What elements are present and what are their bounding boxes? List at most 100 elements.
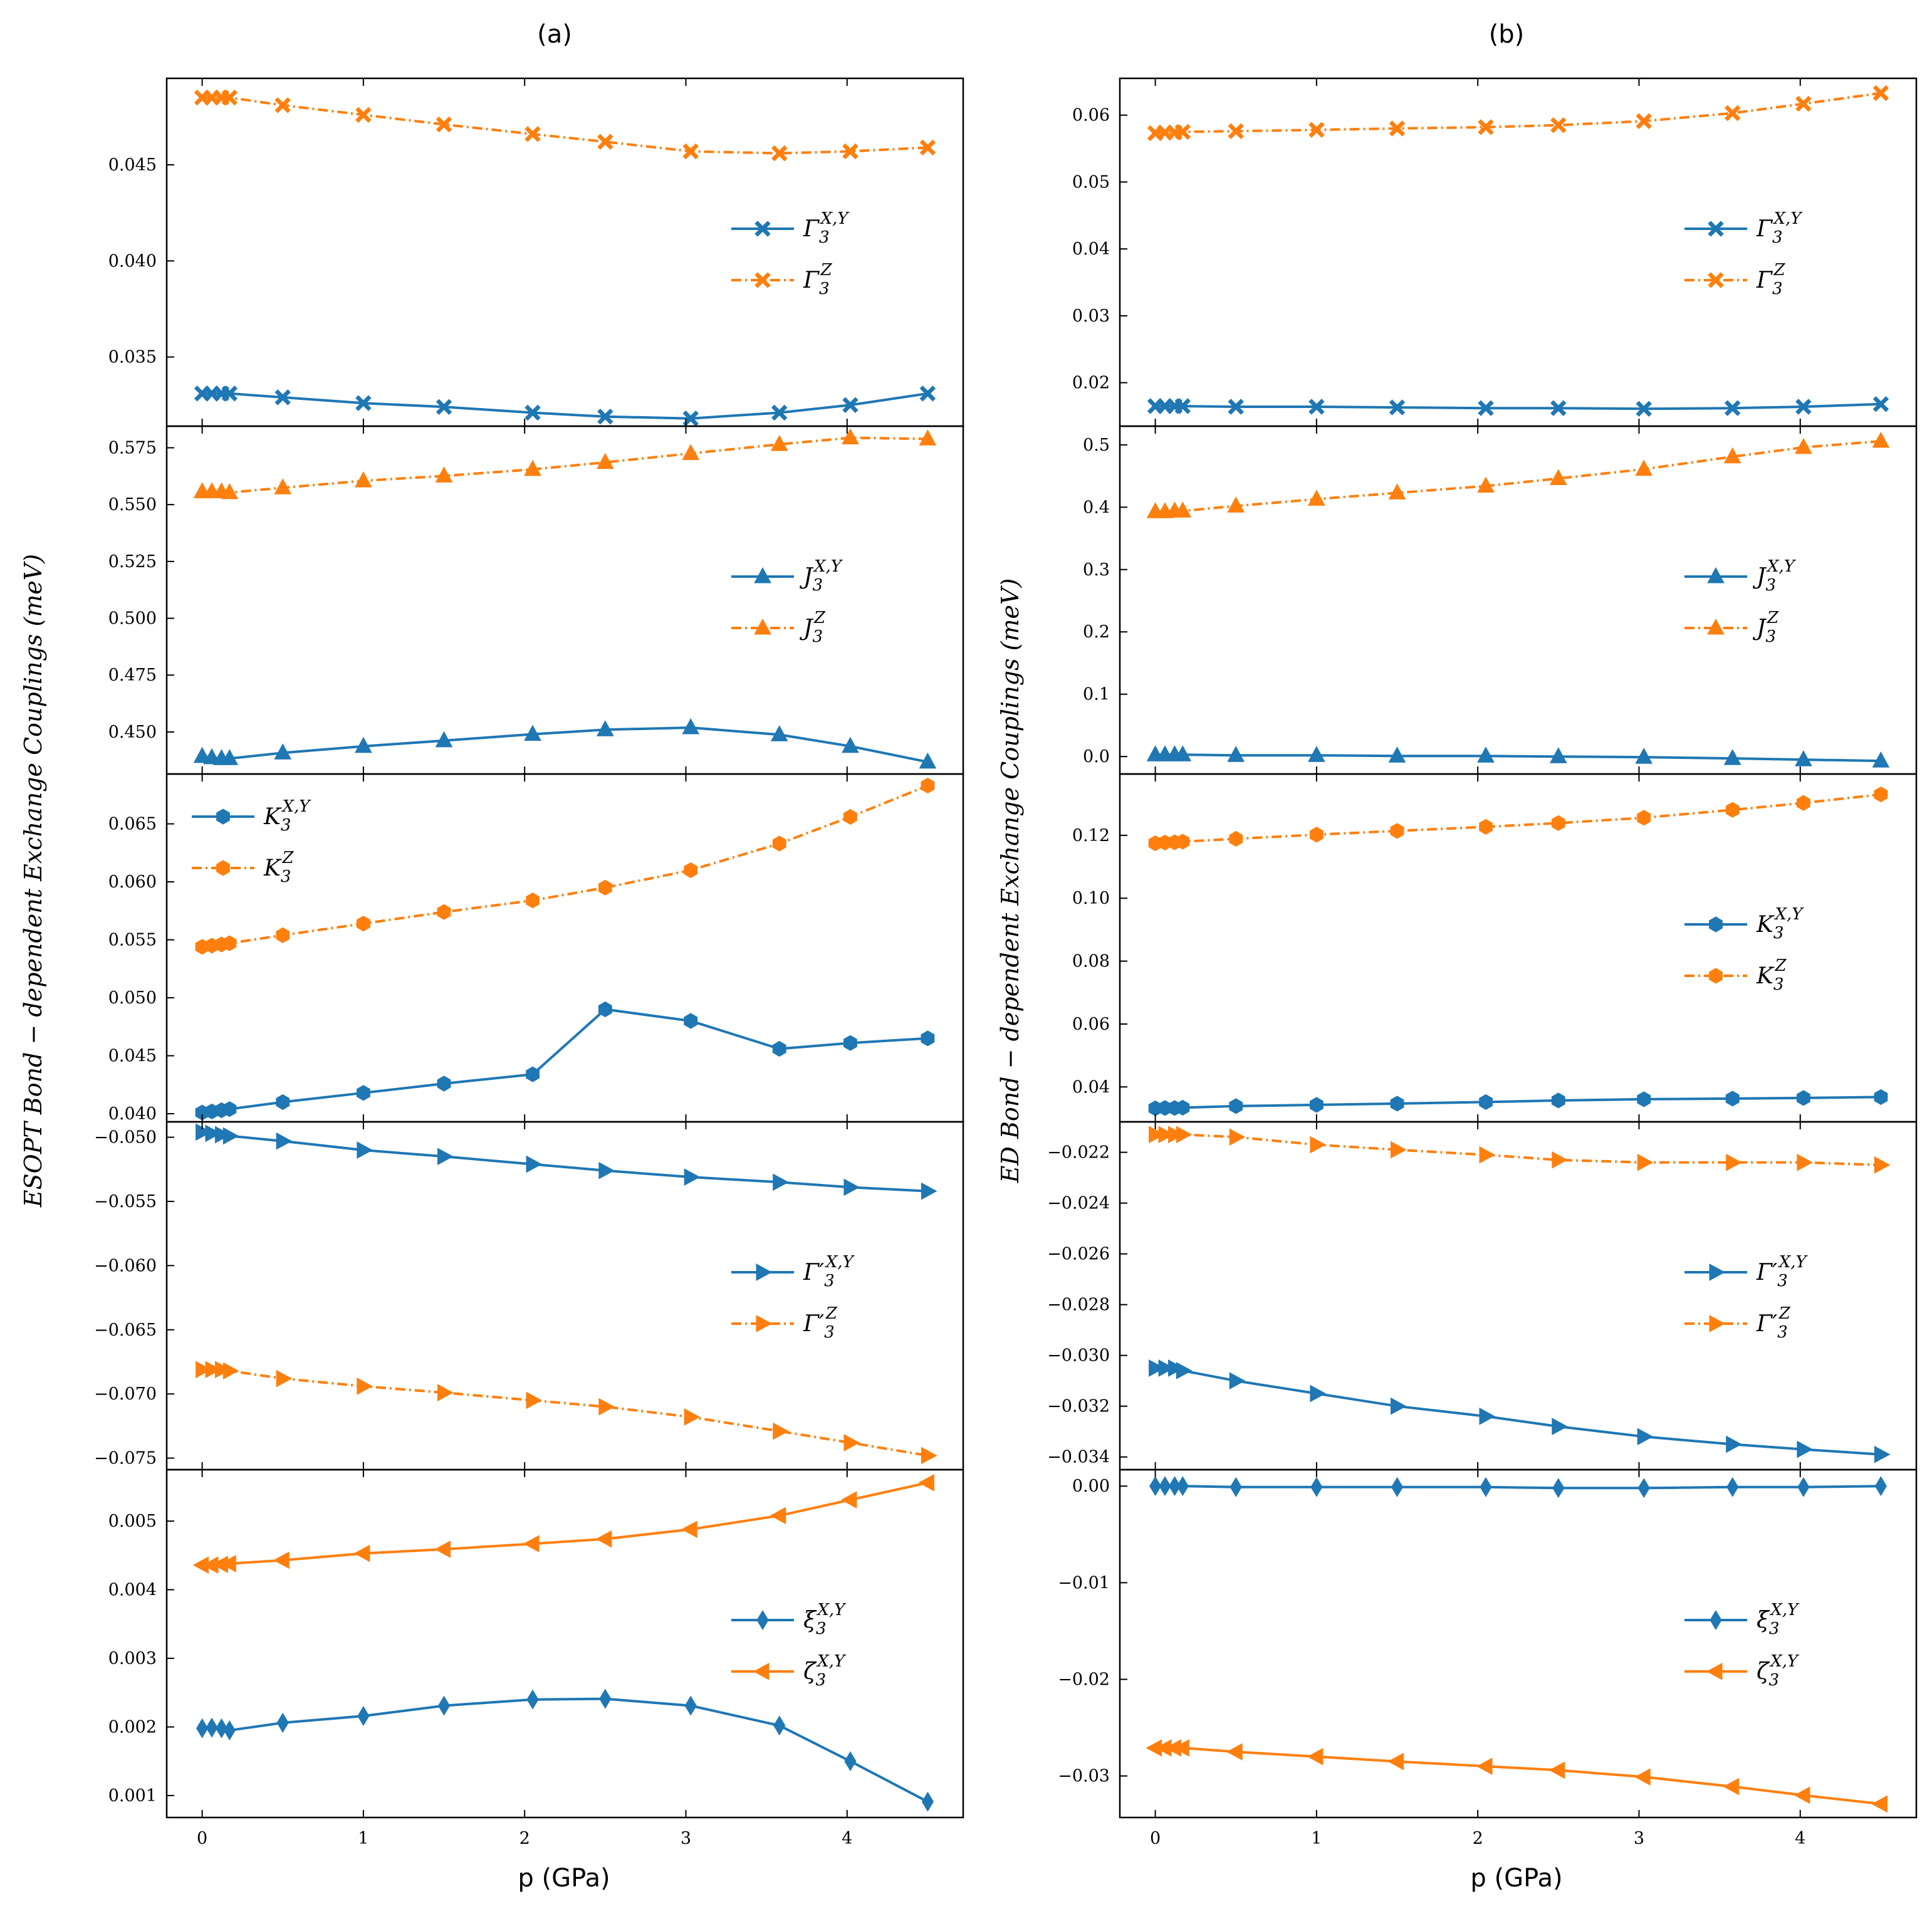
- panel-a-row-3-legend-entry-1: K3X,Y: [192, 797, 311, 835]
- panel-b-row-2-series-2-point-8: [1477, 476, 1495, 493]
- panel-a-row-5-series-1-point-9: [599, 1688, 612, 1709]
- panel-a-row-5-xtick-label-2: 1: [358, 1829, 368, 1848]
- panel-a-row-3-series-1-point-4: [222, 1101, 237, 1117]
- panel-a-row-5-series-1-point-13: [921, 1791, 934, 1812]
- panel-a-row-5-series-1-point-6: [357, 1706, 370, 1726]
- panel-b-row-3-ytick-label-4: 0.10: [1072, 889, 1110, 908]
- panel-a-row-4-series-1-point-2: [205, 1124, 222, 1143]
- panel-b-row-2-series-1-point-11: [1723, 749, 1741, 765]
- panel-b-row-3-series-1-point-13: [1874, 1089, 1888, 1105]
- panel-a-row-5-legend-entry-1: ξ3X,Y: [731, 1601, 847, 1638]
- panel-b-row-5-legend-marker-2: [1706, 1663, 1723, 1680]
- panel-b-row-4-series-2-point-2: [1158, 1126, 1175, 1144]
- panel-b-row-5-series-2-point-5: [1226, 1743, 1243, 1761]
- panel-a-row-2-series-1-point-10: [682, 718, 700, 735]
- x-axis-label-b: p (GPa): [1470, 1864, 1562, 1893]
- panel-b-row-3-series-2-point-6: [1310, 827, 1324, 843]
- panel-a-row-4-legend-label-1: Γ′3X,Y: [803, 1253, 855, 1290]
- panel-a-row-3-legend-marker-2: [216, 860, 230, 876]
- panel-b-row-1-series-2-point-11: [1724, 105, 1741, 122]
- panel-a-row-4-series-1-point-6: [357, 1141, 373, 1159]
- panel-b-row-3-legend-label-2: K3Z: [1756, 956, 1787, 994]
- panel-a-row-2-series-2-point-7: [435, 466, 453, 483]
- panel-b-row-1-series-2-point-12: [1795, 95, 1812, 112]
- panel-a-row-4-series-2-point-13: [921, 1446, 937, 1465]
- panel-b-row-2-series-2-point-13: [1872, 431, 1890, 448]
- panel-b-row-5-series-1-point-6: [1310, 1477, 1323, 1497]
- panel-a-row-5-xtick-label-4: 3: [681, 1829, 691, 1848]
- panel-a-row-3-legend-marker-1: [216, 808, 230, 825]
- panel-a-row-1-series-2-point-10: [682, 143, 699, 160]
- panel-b-row-5-legend-label-1: ξ3X,Y: [1757, 1601, 1800, 1638]
- panel-b-row-3-legend-marker-1: [1709, 916, 1723, 933]
- panel-a-row-2-series-1-point-6: [355, 736, 372, 753]
- panel-a-row-4-legend-marker-1: [756, 1263, 773, 1281]
- panel-b-row-3-series-1-point-5: [1229, 1098, 1243, 1114]
- panel-a-row-5-xtick-label-1: 0: [197, 1829, 207, 1848]
- panel-a-row-3-series-2-point-12: [843, 808, 857, 825]
- panel-b-row-1-series-1-point-8: [1478, 400, 1494, 416]
- panel-b-row-4-series-2-point-13: [1874, 1156, 1891, 1174]
- panel-b-row-5-series-1-point-7: [1391, 1477, 1404, 1497]
- panel-b-row-2-series-1-point-4: [1174, 745, 1192, 761]
- panel-a-row-3-series-1-point-11: [772, 1040, 786, 1057]
- y-axis-label-b: ED Bond − dependent Exchange Couplings (…: [996, 578, 1024, 1184]
- panel-b-row-4-ytick-label-3: −0.030: [1047, 1346, 1110, 1366]
- panel-b-row-5-ytick-label-4: 0.00: [1072, 1477, 1110, 1496]
- panel-b-row-1: 0.02 0.03 0.04 0.05 0.06 Γ3X,Y Γ3Z: [1072, 77, 1918, 427]
- panel-b-row-5-xtick-label-3: 2: [1473, 1829, 1483, 1848]
- panel-a-row-4-series-2-point-9: [598, 1398, 615, 1416]
- panel-a-row-4-series-2-point-2: [205, 1361, 222, 1379]
- panel-a-row-2-ytick-label-1: 0.450: [108, 723, 157, 742]
- panel-a-row-1-series-2-point-11: [771, 145, 788, 162]
- panel-a-row-4-series-2-point-11: [773, 1422, 789, 1440]
- panel-a-row-5: 0.001 0.002 0.003 0.004 0.005 0 1 2 3 4 ξ3X,Y ζ3X,Y: [108, 1468, 964, 1848]
- panel-b-row-3-series-1-point-4: [1176, 1099, 1190, 1116]
- panel-b-row-4-series-2-point-9: [1552, 1151, 1568, 1169]
- panel-b-row-1-series-2-point-10: [1636, 113, 1652, 130]
- panel-a-row-5-series-2-point-11: [770, 1507, 786, 1525]
- panel-b-row-4-legend-entry-2: Γ′3Z: [1684, 1304, 1791, 1342]
- panel-a-row-3-ytick-label-3: 0.050: [108, 988, 157, 1008]
- panel-a-row-1-series-1-point-8: [525, 404, 541, 421]
- panel-a-row-1-legend-entry-2: Γ3Z: [731, 261, 833, 298]
- panel-a-row-3-series-2-point-11: [772, 835, 786, 852]
- panel-b-row-1-ytick-label-5: 0.06: [1072, 106, 1110, 125]
- panel-b-row-3-legend-label-1: K3X,Y: [1756, 905, 1804, 943]
- panel-a-row-3-legend-label-2: K3Z: [263, 849, 294, 886]
- panel-a-row-1-series-1-point-7: [436, 399, 452, 416]
- panel-a-row-1-series-1-point-4: [221, 385, 238, 402]
- panel-a-row-3-series-2-point-8: [526, 892, 540, 909]
- panel-b-row-4-series-2-point-10: [1637, 1153, 1654, 1171]
- panel-a-row-4-series-1-point-3: [215, 1126, 231, 1144]
- panel-a-row-2-ytick-label-2: 0.475: [108, 666, 157, 685]
- panel-b-row-5-series-2-point-10: [1634, 1768, 1651, 1786]
- panel-a-row-4-series-1-point-13: [921, 1182, 937, 1200]
- panel-b-row-4: −0.034 −0.032 −0.030 −0.028 −0.026 −0.024 −0.0…: [1047, 1121, 1918, 1471]
- panel-a-row-2-series-2-point-6: [355, 471, 372, 488]
- panel-a-row-1-series-1-point-6: [355, 395, 372, 411]
- panel-b-row-3-series-2-point-4: [1176, 834, 1190, 850]
- panel-a-row-1-legend-label-1: Γ3X,Y: [803, 209, 850, 247]
- panel-a-row-4-series-2-point-5: [276, 1369, 293, 1388]
- panel-a-row-5-legend-entry-2: ζ3X,Y: [731, 1652, 847, 1690]
- panel-a-row-1-ytick-label-2: 0.040: [108, 251, 157, 271]
- panel-b-row-3-series-1-point-8: [1479, 1094, 1493, 1110]
- panel-b-row-5-legend-entry-2: ζ3X,Y: [1684, 1652, 1800, 1690]
- panel-b-row-2-ytick-label-2: 0.1: [1083, 685, 1110, 704]
- panel-a-row-2-series-2-point-12: [842, 428, 859, 444]
- panel-b-row-1-legend-entry-2: Γ3Z: [1684, 261, 1786, 298]
- panel-a-row-5-legend-label-2: ζ3X,Y: [803, 1652, 847, 1690]
- panel-b-row-5-series-1-point-10: [1637, 1478, 1650, 1498]
- panel-a-row-3-series-2-point-7: [437, 904, 451, 920]
- panel-b-row-5-ytick-label-2: −0.02: [1058, 1670, 1110, 1690]
- panel-b-row-2-legend-marker-2: [1707, 618, 1725, 635]
- panel-a-row-3: 0.040 0.045 0.050 0.055 0.060 0.065 K3X,Y K3Z: [108, 773, 964, 1124]
- panel-a-row-4-series-1-point-5: [276, 1132, 293, 1150]
- panel-b-row-1-series-2-point-4: [1174, 123, 1191, 140]
- panel-b-row-4-ytick-label-1: −0.034: [1047, 1448, 1110, 1467]
- panel-b-row-2-series-1-point-7: [1388, 746, 1406, 763]
- panel-b-row-3-legend-marker-2: [1709, 968, 1723, 984]
- panel-a-row-2-series-2-point-13: [919, 429, 937, 446]
